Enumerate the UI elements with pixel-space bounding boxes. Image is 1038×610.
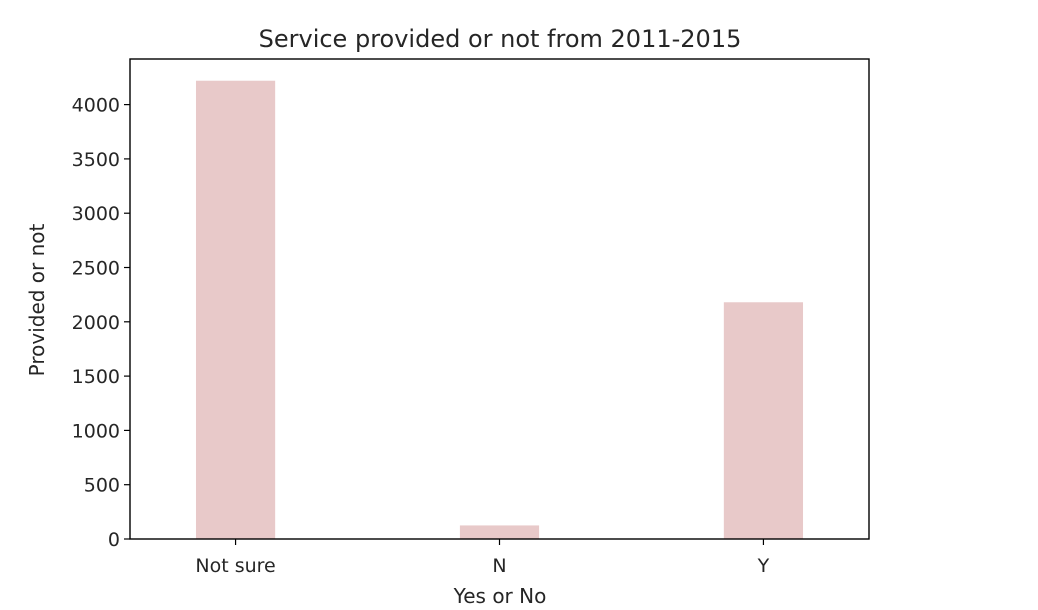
y-tick-label: 500	[84, 475, 120, 497]
bars-group	[195, 80, 804, 540]
bar-n	[459, 525, 540, 539]
y-tick-label: 2500	[72, 258, 120, 280]
y-axis-ticks: 0 500 1000 1500 2000 2500 3000 3500 4000	[72, 95, 130, 551]
y-tick-label: 0	[108, 529, 120, 551]
x-axis-ticks: Not sure N Y	[195, 539, 770, 577]
x-tick-label: Y	[757, 555, 770, 577]
x-tick-label: N	[492, 555, 506, 577]
y-tick-label: 3500	[72, 149, 120, 171]
y-tick-label: 3000	[72, 203, 120, 225]
y-tick-label: 1500	[72, 366, 120, 388]
chart-title: Service provided or not from 2011-2015	[259, 25, 742, 53]
plot-frame	[129, 58, 870, 540]
y-tick-label: 1000	[72, 420, 120, 442]
x-axis-label: Yes or No	[453, 584, 547, 608]
y-tick-label: 2000	[72, 312, 120, 334]
bar-y	[723, 302, 804, 539]
y-tick-label: 4000	[72, 95, 120, 117]
y-axis-label: Provided or not	[25, 223, 49, 376]
x-tick-label: Not sure	[195, 555, 275, 577]
bar-not-sure	[195, 80, 276, 540]
